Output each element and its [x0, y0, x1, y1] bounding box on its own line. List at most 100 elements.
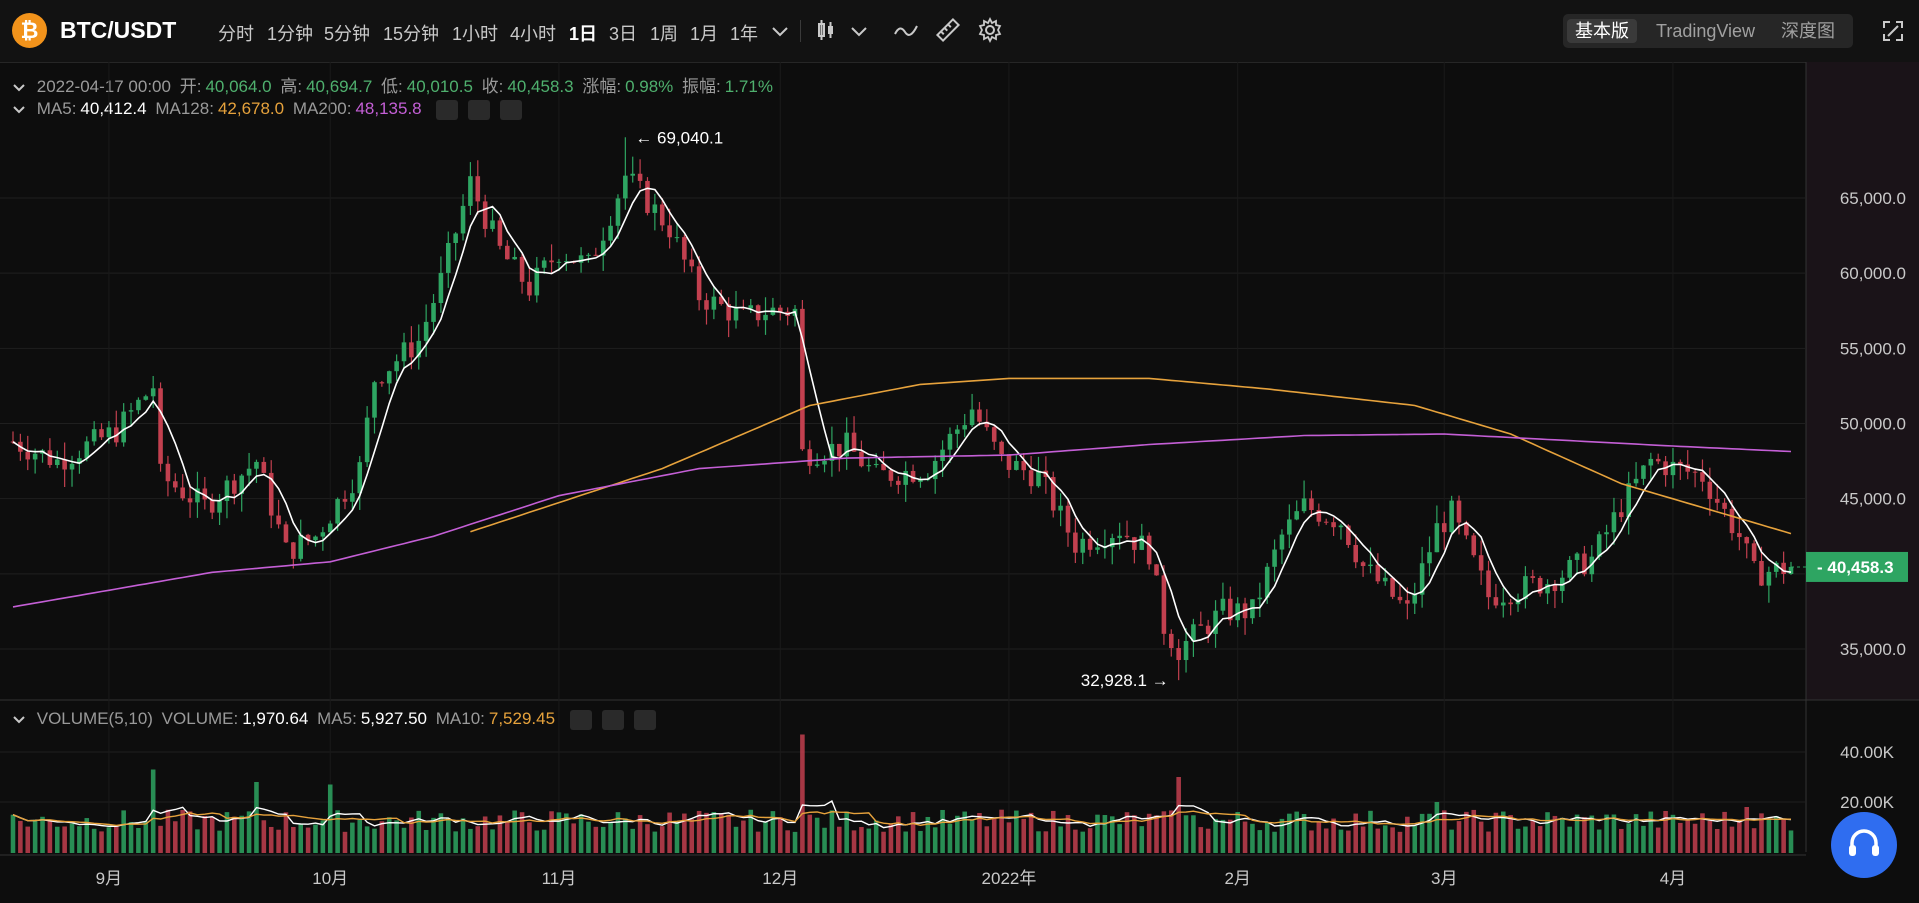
volume-bar: [401, 827, 407, 853]
tf-1year[interactable]: 1年: [730, 24, 759, 44]
tf-3day[interactable]: 3日: [609, 24, 638, 44]
candle-body: [224, 480, 230, 502]
chart-canvas[interactable]: 65,000.0 60,000.0 55,000.0 50,000.0 45,000.0…: [0, 62, 1919, 903]
volume-bar: [984, 826, 990, 853]
candle-body: [1323, 521, 1329, 523]
eye-icon[interactable]: [569, 709, 592, 730]
candle-body: [445, 242, 451, 273]
candle-body: [261, 461, 267, 473]
tf-1day[interactable]: 1日: [569, 24, 598, 44]
volume-bar: [851, 830, 857, 853]
candle-body: [1596, 534, 1602, 557]
candle-body: [1294, 511, 1299, 520]
candle-body: [822, 460, 827, 465]
chevron-down-icon[interactable]: [12, 105, 26, 115]
high-label: 高:: [280, 77, 303, 96]
toolbar: ₿ BTC/USDT 分时 1分钟 5分钟 15分钟 1小时 4小时 1日 3日…: [0, 0, 1919, 63]
candle-body: [1021, 461, 1027, 471]
candle-body: [1700, 472, 1705, 482]
volume-bar: [1648, 811, 1654, 853]
close-icon[interactable]: [500, 99, 523, 120]
volume-bar: [364, 826, 370, 853]
volume-bar: [84, 818, 90, 853]
chevron-down-icon[interactable]: [12, 83, 26, 93]
candle-body: [1065, 505, 1071, 533]
tf-1min[interactable]: 1分钟: [267, 24, 314, 44]
eye-icon[interactable]: [436, 99, 459, 120]
vol-ma10-label: MA10:: [435, 709, 485, 728]
view-tradingview[interactable]: TradingView: [1656, 21, 1756, 41]
volume-bar: [667, 812, 672, 853]
volume-bar: [342, 831, 348, 853]
volume-bar: [1213, 818, 1218, 853]
candle-body: [1434, 523, 1440, 553]
volume-bar: [276, 829, 281, 853]
candle-body: [1301, 498, 1307, 512]
candle-body: [777, 307, 783, 312]
candle-body: [991, 427, 997, 442]
gear-icon[interactable]: [976, 16, 1004, 44]
candle-body: [999, 441, 1004, 455]
candle-body: [873, 463, 879, 466]
candle-body: [1353, 544, 1359, 563]
fullscreen-icon[interactable]: [1880, 18, 1906, 44]
indicator-icon[interactable]: [892, 16, 920, 44]
candlestick-icon[interactable]: [812, 16, 840, 44]
tf-1week[interactable]: 1周: [650, 24, 679, 44]
gear-icon[interactable]: [601, 709, 624, 730]
candle-body: [158, 388, 163, 464]
candle-body: [1464, 522, 1469, 536]
chevron-down-icon[interactable]: [766, 18, 794, 46]
volume-bar: [1176, 777, 1181, 853]
tf-1hour[interactable]: 1小时: [452, 24, 499, 44]
candle-body: [121, 411, 126, 443]
view-basic[interactable]: 基本版: [1567, 19, 1637, 43]
vol-ma5-label: MA5:: [317, 709, 357, 728]
close-value: 40,458.3: [507, 77, 574, 96]
chevron-down-icon[interactable]: [845, 18, 873, 46]
candle-body: [608, 225, 613, 241]
view-depth[interactable]: 深度图: [1781, 21, 1835, 41]
volume-bar: [1530, 820, 1536, 853]
volume-bar: [1168, 810, 1174, 853]
tf-fenshi[interactable]: 分时: [218, 24, 254, 44]
candle-body: [1375, 564, 1381, 582]
volume-bar: [1552, 815, 1558, 853]
chevron-down-icon[interactable]: [12, 715, 26, 725]
headset-icon: [1849, 829, 1879, 856]
volume-bar: [807, 814, 813, 853]
ruler-icon[interactable]: [934, 16, 962, 44]
volume-bar: [320, 820, 326, 853]
volume-bar: [512, 810, 517, 853]
candle-body: [837, 443, 842, 457]
volume-label: VOLUME:: [161, 709, 239, 728]
volume-bar: [62, 826, 67, 853]
tf-1month[interactable]: 1月: [690, 24, 719, 44]
volume-bar: [1235, 811, 1240, 853]
volume-bar: [733, 826, 739, 853]
change-value: 0.98%: [625, 77, 674, 96]
volume-bar: [1766, 818, 1772, 853]
gear-icon[interactable]: [468, 99, 491, 120]
volume-bar: [1043, 831, 1049, 853]
tf-15min[interactable]: 15分钟: [383, 24, 440, 44]
volume-bar: [881, 831, 886, 853]
support-button[interactable]: [1831, 812, 1897, 878]
volume-bar: [416, 810, 422, 853]
close-icon[interactable]: [633, 709, 656, 730]
volume-bar: [1714, 828, 1720, 853]
pair-title[interactable]: BTC/USDT: [60, 17, 177, 43]
tf-4hour[interactable]: 4小时: [510, 24, 557, 44]
candle-body: [1124, 535, 1130, 538]
x-tick-label: 11月: [542, 869, 577, 888]
candle-body: [1087, 538, 1093, 550]
volume-bar: [541, 829, 547, 853]
tf-5min[interactable]: 5分钟: [324, 24, 371, 44]
y-tick-label: 35,000.0: [1840, 640, 1906, 659]
candle-body: [475, 176, 481, 202]
volume-tick-label: 20.00K: [1840, 793, 1895, 812]
low-marker-label: 32,928.1 →: [1081, 671, 1169, 690]
candle-body: [1604, 532, 1609, 535]
volume-bar: [335, 810, 340, 853]
volume-bar: [1678, 822, 1683, 853]
